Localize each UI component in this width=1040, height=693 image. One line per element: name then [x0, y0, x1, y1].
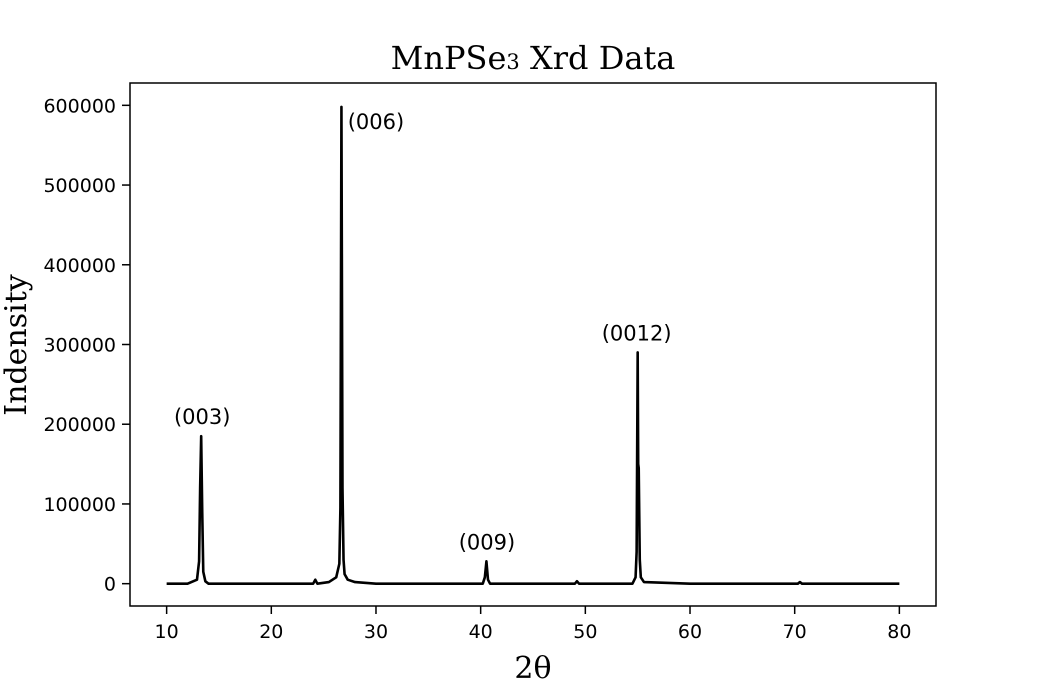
- plot-frame: [129, 82, 937, 607]
- chart-title-main: MnPSe: [391, 39, 507, 77]
- x-tick-label: 80: [887, 621, 911, 643]
- x-tick-label: 70: [783, 621, 807, 643]
- y-tick-label: 100000: [43, 494, 116, 516]
- x-tick-label: 20: [259, 621, 283, 643]
- series-line: [166, 105, 900, 585]
- y-tick-label: 300000: [43, 335, 116, 357]
- chart-title: MnPSe3 Xrd Data: [391, 39, 676, 77]
- y-tick-label: 200000: [43, 414, 116, 436]
- y-tick-label: 0: [104, 574, 116, 596]
- peak-annotations: (003) (006) (009) (0012): [174, 110, 672, 554]
- axis-ticks: 10 20 30 40 50 60 70 80 0 100000 200000 300000 40000…: [43, 95, 911, 643]
- x-tick-label: 30: [364, 621, 388, 643]
- peak-label: (0012): [602, 321, 672, 345]
- x-tick-label: 60: [678, 621, 702, 643]
- x-tick-label: 40: [469, 621, 493, 643]
- y-tick-label: 400000: [43, 255, 116, 277]
- x-tick-label: 10: [155, 621, 179, 643]
- peak-label: (009): [459, 530, 515, 554]
- peak-label: (006): [348, 110, 404, 134]
- y-tick-label: 500000: [43, 175, 116, 197]
- chart-title-rest: Xrd Data: [520, 39, 676, 77]
- series-layer: [166, 105, 900, 585]
- y-tick-label: 600000: [43, 95, 116, 117]
- x-tick-label: 50: [573, 621, 597, 643]
- y-axis-label: Indensity: [0, 274, 34, 415]
- chart-title-subscript: 3: [506, 50, 519, 74]
- peak-label: (003): [174, 405, 230, 429]
- x-axis-label: 2θ: [514, 651, 551, 686]
